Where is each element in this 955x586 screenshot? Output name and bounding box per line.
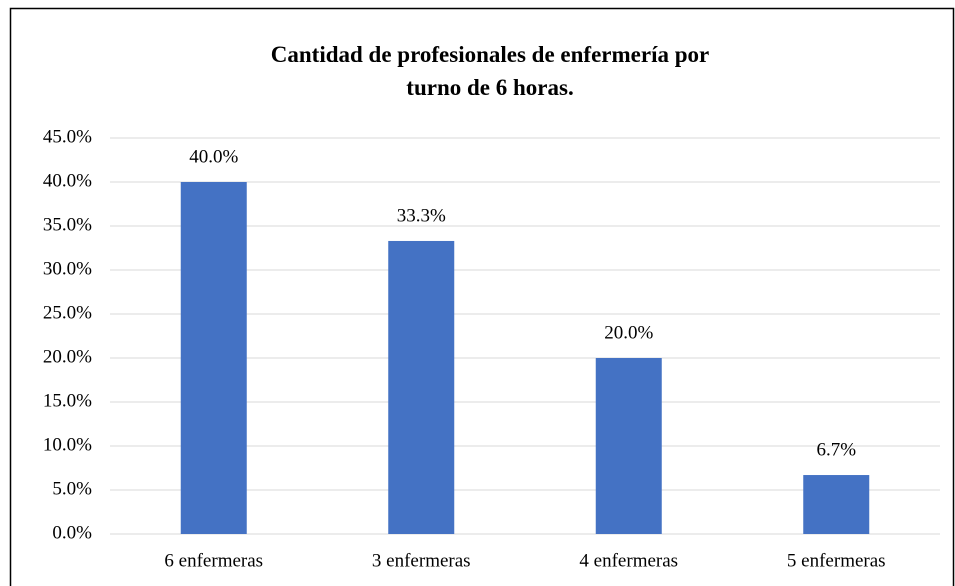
data-label: 40.0%: [189, 146, 238, 167]
x-tick-label: 3 enfermeras: [372, 550, 471, 571]
y-tick-label: 45.0%: [43, 126, 92, 147]
x-tick-label: 4 enfermeras: [579, 550, 678, 571]
chart-frame: [9, 7, 955, 586]
bar: [595, 358, 662, 534]
y-tick-label: 5.0%: [52, 478, 92, 499]
data-label: 33.3%: [397, 205, 446, 226]
y-tick-label: 15.0%: [43, 390, 92, 411]
x-tick-label: 5 enfermeras: [787, 550, 886, 571]
y-tick-label: 20.0%: [43, 346, 92, 367]
y-tick-label: 40.0%: [43, 170, 92, 191]
chart-title: Cantidad de profesionales de enfermería …: [270, 42, 710, 100]
y-tick-label: 10.0%: [43, 434, 92, 455]
data-label: 6.7%: [816, 439, 856, 460]
x-tick-label: 6 enfermeras: [164, 550, 263, 571]
y-tick-label: 25.0%: [43, 302, 92, 323]
bar: [803, 475, 870, 534]
bar: [180, 182, 247, 534]
data-label: 20.0%: [604, 322, 653, 343]
y-tick-label: 35.0%: [43, 214, 92, 235]
bar: [388, 240, 455, 534]
y-tick-label: 0.0%: [52, 522, 92, 543]
y-tick-label: 30.0%: [43, 258, 92, 279]
